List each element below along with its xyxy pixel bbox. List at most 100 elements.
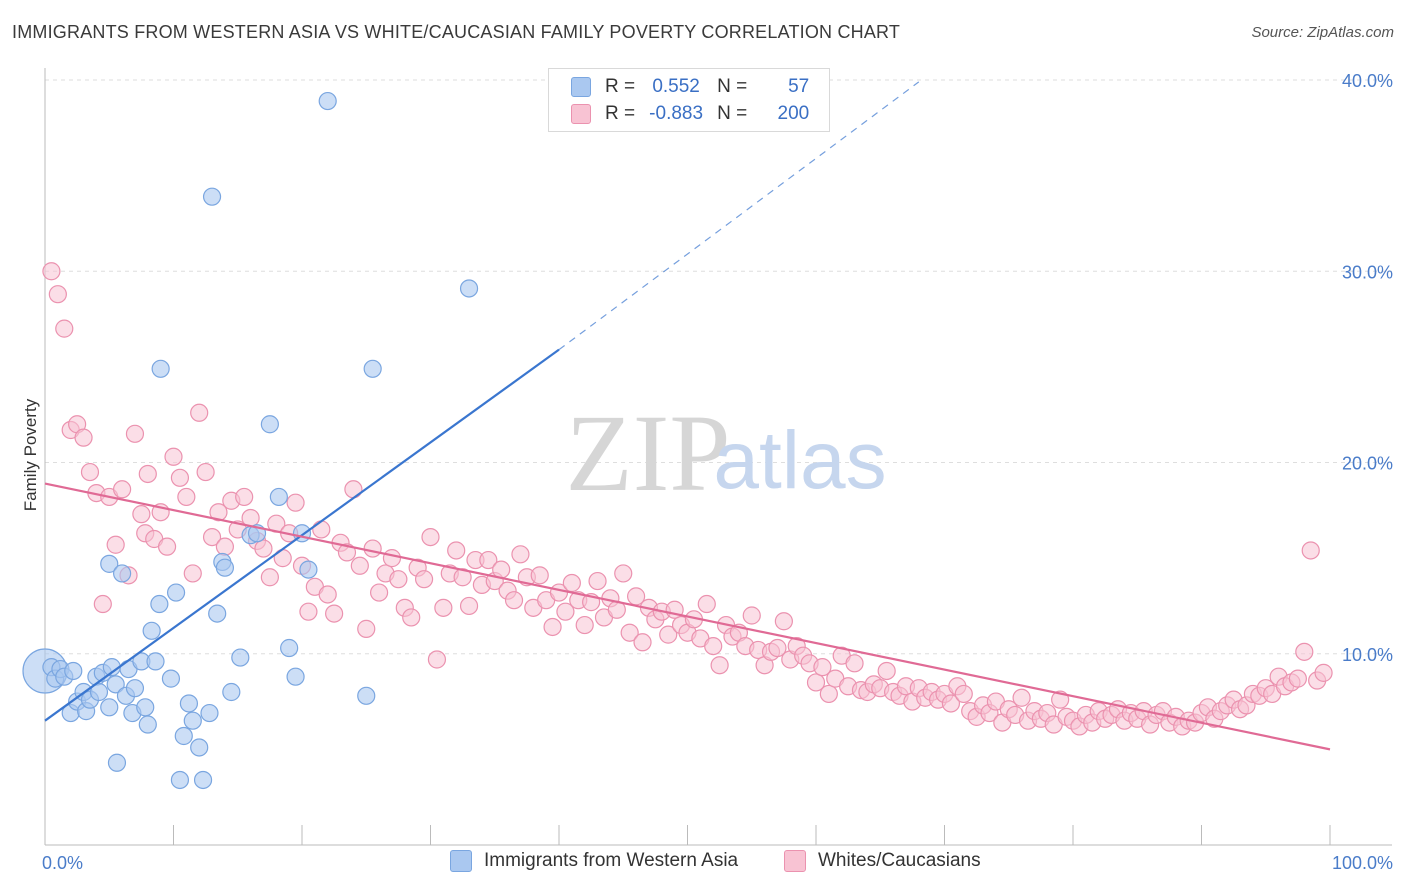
- y-tick-label: 20.0%: [1342, 454, 1393, 474]
- data-point-whites: [620, 623, 639, 642]
- data-point-whites: [55, 319, 74, 338]
- data-point-whites: [260, 568, 279, 587]
- data-point-whites: [954, 684, 973, 704]
- data-point-immigrants: [202, 187, 222, 206]
- data-point-immigrants: [138, 715, 157, 734]
- data-point-whites: [421, 527, 440, 547]
- data-point-whites: [427, 650, 447, 669]
- y-tick-labels: 10.0% 20.0% 30.0% 40.0%: [1342, 71, 1393, 665]
- data-point-whites: [157, 537, 177, 556]
- legend-r-label: R =: [605, 103, 636, 124]
- watermark-atlas: atlas: [713, 415, 886, 506]
- data-point-whites: [1295, 642, 1314, 661]
- data-point-immigrants: [100, 698, 119, 717]
- data-point-immigrants: [89, 682, 109, 702]
- data-point-immigrants: [112, 564, 132, 583]
- data-point-immigrants: [231, 648, 250, 667]
- data-point-whites: [941, 694, 961, 713]
- data-point-whites: [370, 583, 389, 602]
- data-point-immigrants: [215, 558, 234, 577]
- data-point-whites: [434, 598, 453, 617]
- data-point-whites: [209, 503, 228, 522]
- legend-swatch-whites: [571, 104, 591, 124]
- legend-swatch-immigrants: [450, 850, 472, 872]
- data-point-whites: [845, 654, 864, 673]
- axes: [44, 68, 1392, 846]
- data-point-whites: [254, 539, 273, 558]
- y-tick-label: 10.0%: [1342, 645, 1393, 665]
- data-point-whites: [813, 658, 832, 677]
- data-point-whites: [479, 550, 498, 570]
- data-point-whites: [697, 594, 716, 614]
- data-point-whites: [344, 480, 363, 499]
- watermark-zip: ZIP: [566, 392, 731, 514]
- x-tick-label: 100.0%: [1332, 853, 1393, 873]
- data-point-immigrants: [260, 415, 279, 434]
- data-point-whites: [1301, 541, 1320, 560]
- y-tick-label: 30.0%: [1342, 262, 1393, 282]
- data-point-whites: [704, 636, 723, 656]
- data-point-whites: [215, 537, 234, 556]
- legend-row-whites: R = -0.883 N = 200: [571, 102, 809, 126]
- data-point-immigrants: [208, 604, 227, 623]
- data-point-whites: [382, 549, 402, 568]
- data-point-whites: [710, 656, 729, 675]
- data-point-whites: [774, 612, 793, 631]
- data-point-whites: [74, 428, 93, 447]
- data-point-whites: [42, 262, 61, 281]
- data-point-immigrants: [357, 686, 376, 705]
- data-point-whites: [48, 285, 67, 304]
- data-point-whites: [235, 487, 254, 507]
- data-point-whites: [768, 638, 787, 658]
- data-point-whites: [350, 556, 369, 575]
- data-point-immigrants: [269, 487, 288, 507]
- data-point-immigrants: [125, 679, 145, 698]
- data-point-immigrants: [100, 554, 119, 573]
- trend-line-immigrants-extension: [558, 81, 920, 351]
- data-point-whites: [286, 493, 305, 512]
- legend-r-label: R =: [605, 76, 636, 97]
- data-point-whites: [402, 608, 421, 627]
- data-point-whites: [202, 527, 222, 547]
- data-point-whites: [511, 545, 530, 564]
- legend-n-label: N =: [717, 103, 748, 124]
- y-tick-label: 40.0%: [1342, 71, 1393, 91]
- data-point-whites: [659, 625, 678, 644]
- data-point-immigrants: [146, 652, 165, 671]
- data-point-immigrants: [174, 726, 193, 746]
- data-point-immigrants: [363, 359, 382, 378]
- data-point-whites: [414, 570, 434, 589]
- legend-n-value: 57: [788, 76, 810, 97]
- data-point-whites: [742, 606, 761, 625]
- data-point-whites: [312, 520, 331, 539]
- legend-n-value: 200: [777, 103, 810, 124]
- data-point-whites: [819, 684, 838, 704]
- data-point-whites: [183, 564, 202, 583]
- legend-label-whites: Whites/Caucasians: [818, 850, 981, 871]
- data-point-whites: [1314, 663, 1333, 682]
- data-point-whites: [325, 604, 344, 623]
- legend-n-label: N =: [717, 76, 748, 97]
- data-point-whites: [132, 505, 151, 524]
- data-point-whites: [588, 571, 607, 591]
- legend-swatch-whites: [784, 850, 806, 872]
- data-point-immigrants: [222, 682, 241, 702]
- data-point-whites: [877, 661, 896, 681]
- data-point-immigrants: [179, 694, 199, 713]
- data-point-whites: [190, 403, 209, 422]
- x-tick-label: 0.0%: [42, 853, 83, 873]
- data-point-immigrants: [142, 621, 161, 640]
- data-point-whites: [196, 462, 215, 482]
- data-point-whites: [504, 591, 524, 610]
- data-point-whites: [447, 541, 466, 560]
- data-point-immigrants: [183, 711, 202, 730]
- legend-item-whites: Whites/Caucasians: [784, 850, 981, 872]
- data-point-whites: [530, 566, 549, 585]
- data-point-whites: [138, 464, 157, 484]
- data-point-whites: [80, 462, 100, 482]
- data-point-whites: [363, 539, 382, 558]
- data-point-immigrants: [151, 359, 170, 378]
- data-point-immigrants: [299, 560, 318, 579]
- data-point-immigrants: [161, 669, 181, 688]
